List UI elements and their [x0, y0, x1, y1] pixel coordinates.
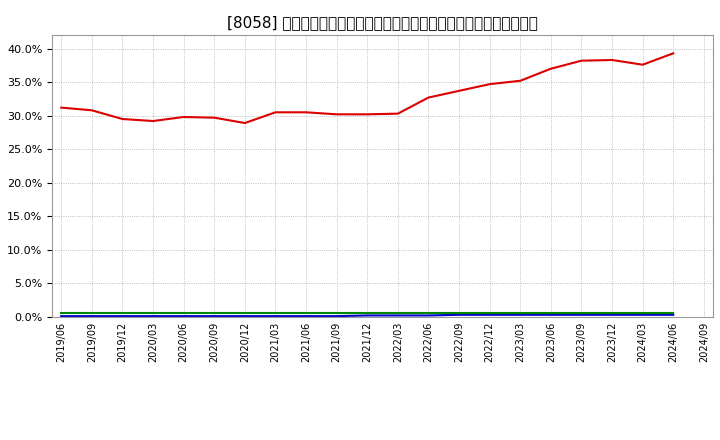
自己資本 — [88, 108, 96, 113]
繰延税金資産 — [639, 311, 647, 316]
繰延税金資産 — [118, 311, 127, 316]
Legend: 自己資本, のれん, 繰延税金資産: 自己資本, のれん, 繰延税金資産 — [242, 434, 523, 440]
のれん — [179, 313, 188, 319]
自己資本 — [394, 111, 402, 116]
のれん — [546, 312, 555, 317]
自己資本 — [302, 110, 310, 115]
Line: のれん: のれん — [61, 315, 673, 316]
のれん — [302, 313, 310, 319]
繰延税金資産 — [577, 311, 586, 316]
自己資本 — [577, 58, 586, 63]
繰延税金資産 — [210, 311, 219, 316]
自己資本 — [210, 115, 219, 120]
繰延税金資産 — [240, 311, 249, 316]
のれん — [608, 312, 616, 317]
繰延税金資産 — [302, 311, 310, 316]
繰延税金資産 — [546, 311, 555, 316]
繰延税金資産 — [516, 311, 525, 316]
のれん — [363, 313, 372, 318]
自己資本 — [485, 81, 494, 87]
自己資本 — [57, 105, 66, 110]
繰延税金資産 — [333, 311, 341, 316]
繰延税金資産 — [608, 311, 616, 316]
自己資本 — [639, 62, 647, 67]
Line: 自己資本: 自己資本 — [61, 53, 673, 123]
自己資本 — [516, 78, 525, 84]
のれん — [669, 312, 678, 317]
のれん — [485, 312, 494, 317]
自己資本 — [363, 112, 372, 117]
繰延税金資産 — [88, 311, 96, 316]
自己資本 — [240, 121, 249, 126]
自己資本 — [424, 95, 433, 100]
自己資本 — [271, 110, 280, 115]
のれん — [577, 312, 586, 317]
のれん — [149, 313, 158, 319]
繰延税金資産 — [271, 311, 280, 316]
自己資本 — [149, 118, 158, 124]
自己資本 — [118, 116, 127, 121]
のれん — [57, 313, 66, 319]
繰延税金資産 — [485, 311, 494, 316]
のれん — [394, 313, 402, 318]
繰延税金資産 — [363, 311, 372, 316]
自己資本 — [455, 88, 464, 93]
繰延税金資産 — [394, 311, 402, 316]
自己資本 — [546, 66, 555, 71]
のれん — [516, 312, 525, 317]
自己資本 — [608, 57, 616, 62]
自己資本 — [333, 112, 341, 117]
のれん — [455, 312, 464, 317]
繰延税金資産 — [149, 311, 158, 316]
Title: [8058] 自己資本、のれん、繰延税金資産の総資産に対する比率の推移: [8058] 自己資本、のれん、繰延税金資産の総資産に対する比率の推移 — [227, 15, 538, 30]
自己資本 — [669, 51, 678, 56]
のれん — [271, 313, 280, 319]
繰延税金資産 — [455, 311, 464, 316]
のれん — [118, 313, 127, 319]
のれん — [333, 313, 341, 319]
繰延税金資産 — [57, 311, 66, 316]
繰延税金資産 — [669, 311, 678, 316]
のれん — [424, 313, 433, 318]
繰延税金資産 — [424, 311, 433, 316]
のれん — [240, 313, 249, 319]
のれん — [210, 313, 219, 319]
自己資本 — [179, 114, 188, 120]
繰延税金資産 — [179, 311, 188, 316]
のれん — [88, 313, 96, 319]
のれん — [639, 312, 647, 317]
